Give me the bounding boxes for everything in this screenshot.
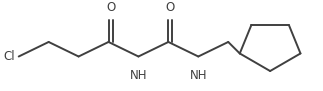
Text: NH: NH xyxy=(190,69,207,82)
Text: O: O xyxy=(106,1,115,14)
Text: Cl: Cl xyxy=(3,50,15,63)
Text: O: O xyxy=(166,1,175,14)
Text: NH: NH xyxy=(130,69,147,82)
